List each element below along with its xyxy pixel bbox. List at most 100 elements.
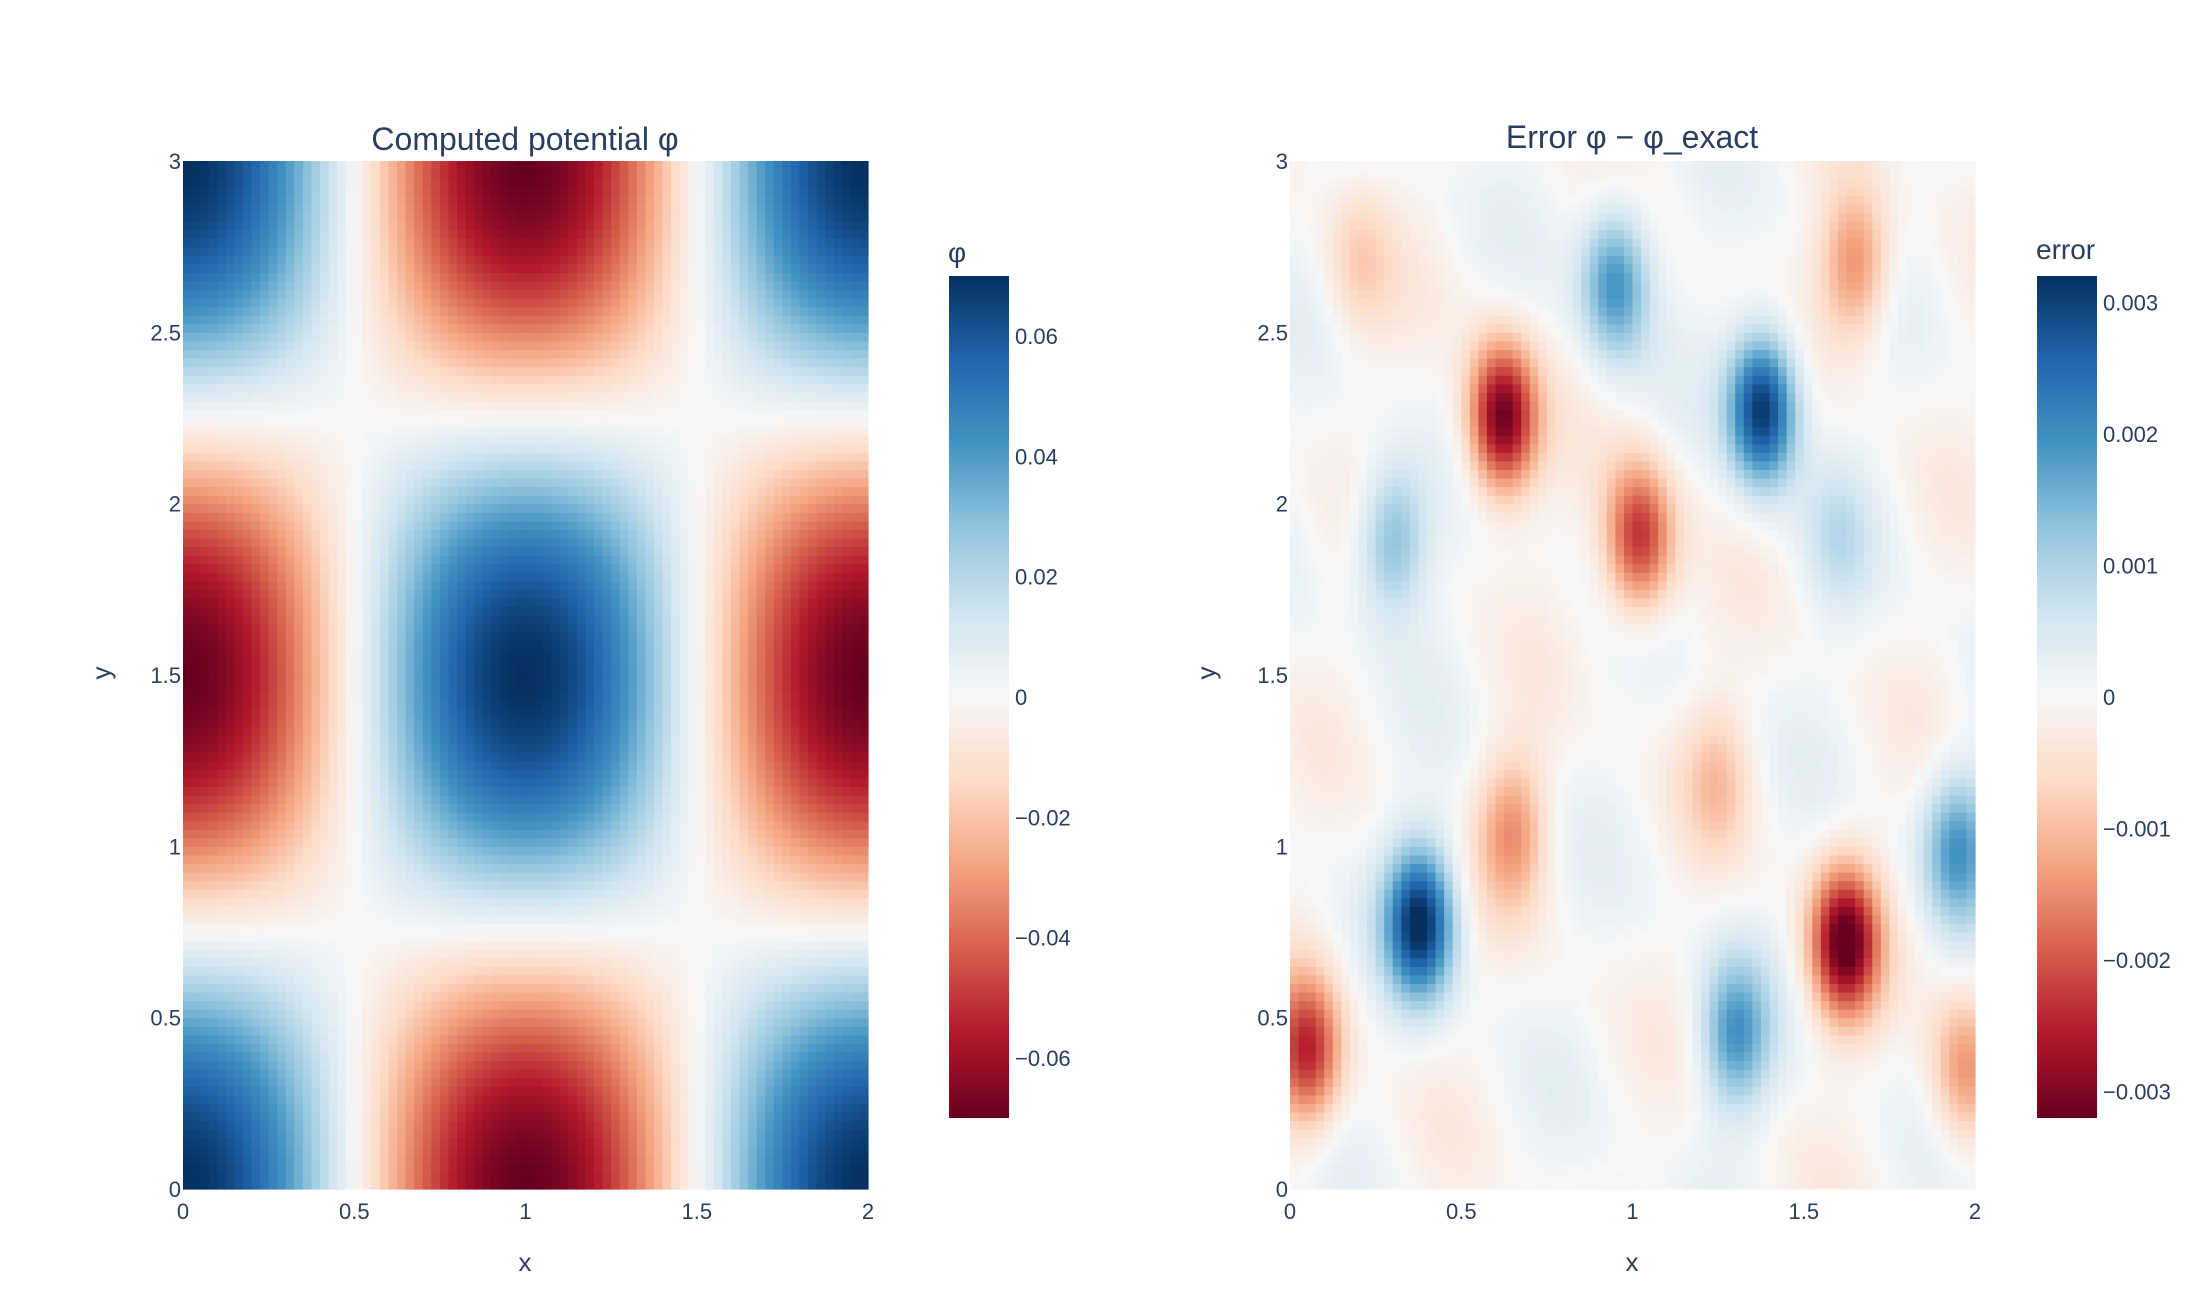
heatmap-cell [705,872,715,882]
heatmap-cell [491,1086,501,1096]
heatmap-cell [568,820,578,830]
heatmap-cell [859,700,869,710]
heatmap-cell [431,777,441,787]
heatmap-cell [482,1077,492,1087]
heatmap-cell [679,769,689,779]
heatmap-cell [225,666,235,676]
heatmap-cell [302,794,313,805]
heatmap-cell [354,760,364,770]
heatmap-cell [653,692,664,702]
heatmap-cell [594,743,604,753]
heatmap-cell [311,1017,321,1027]
heatmap-cell [345,1103,355,1113]
heatmap-cell [808,906,818,916]
heatmap-cell [345,1146,355,1156]
heatmap-cell [713,1094,724,1104]
heatmap-cell [448,983,458,993]
heatmap-cell [405,923,415,933]
heatmap-cell [508,794,518,805]
heatmap-cell [653,1120,664,1130]
heatmap-cell [816,923,826,933]
heatmap-cell [816,666,826,676]
heatmap-cell [225,932,235,942]
heatmap-cell [799,717,809,727]
heatmap-cell [611,923,621,933]
heatmap-cell [645,700,655,710]
heatmap-cell [765,932,775,942]
heatmap-cell [474,666,484,676]
heatmap-cell [183,932,193,942]
heatmap-cell [405,1103,415,1113]
heatmap-cell [602,777,612,787]
heatmap-cell [773,1026,783,1036]
heatmap-cell [242,1086,253,1096]
heatmap-cell [765,1180,775,1190]
heatmap-cell [457,923,467,933]
heatmap-cell [285,700,295,710]
heatmap-cell [782,966,792,976]
heatmap-cell [225,1043,235,1053]
heatmap-cell [328,1077,338,1087]
heatmap-cell [217,1086,227,1096]
heatmap-cell [397,1060,407,1070]
heatmap-cell [825,829,835,839]
heatmap-cell [825,657,835,668]
heatmap-cell [568,932,578,942]
heatmap-cell [628,675,638,685]
heatmap-cell [405,683,415,693]
heatmap-cell [748,726,758,736]
heatmap-cell [748,1086,758,1096]
heatmap-cell [277,1026,287,1036]
heatmap-cell [260,1069,270,1079]
heatmap-cell [183,1154,193,1164]
heatmap-cell [825,752,835,762]
heatmap-cell [320,854,330,865]
heatmap-cell [191,966,201,976]
heatmap-cell [773,829,783,839]
heatmap-cell [431,794,441,805]
heatmap-cell [397,649,407,659]
heatmap-cell [397,1026,407,1036]
heatmap-cell [739,717,749,727]
heatmap-cell [713,1171,724,1182]
heatmap-cell [422,743,432,753]
heatmap-cell [491,949,501,959]
heatmap-cell [585,983,595,993]
heatmap-cell [782,812,792,822]
heatmap-cell [337,897,347,907]
heatmap-cell [474,880,484,890]
heatmap-cell [457,1060,467,1070]
heatmap-cell [337,991,347,1002]
heatmap-cell [234,940,244,950]
heatmap-cell [217,1094,227,1104]
heatmap-cell [679,692,689,702]
heatmap-cell [585,1069,595,1079]
heatmap-cell [448,1129,458,1139]
heatmap-cell [482,760,492,770]
heatmap-cell [516,1026,527,1036]
heatmap-cell [671,760,681,770]
heatmap-cell [516,700,527,710]
heatmap-cell [731,1163,741,1173]
heatmap-cell [508,889,518,899]
heatmap-cell [636,675,646,685]
heatmap-cell [713,820,724,830]
heatmap-cell [217,1034,227,1044]
heatmap-cell [516,932,527,942]
heatmap-cell [499,889,509,899]
heatmap-cell [559,889,569,899]
heatmap-cell [260,974,270,984]
heatmap-cell [850,812,861,822]
heatmap-cell [277,1086,287,1096]
heatmap-cell [362,803,372,813]
heatmap-cell [431,1111,441,1122]
heatmap-cell [251,794,261,805]
heatmap-cell [499,1000,509,1010]
heatmap-cell [833,1051,843,1062]
heatmap-cell [251,914,261,925]
heatmap-cell [320,974,330,984]
heatmap-cell [414,906,424,916]
heatmap-cell [285,1043,295,1053]
heatmap-cell [200,794,210,805]
heatmap-cell [628,1086,638,1096]
